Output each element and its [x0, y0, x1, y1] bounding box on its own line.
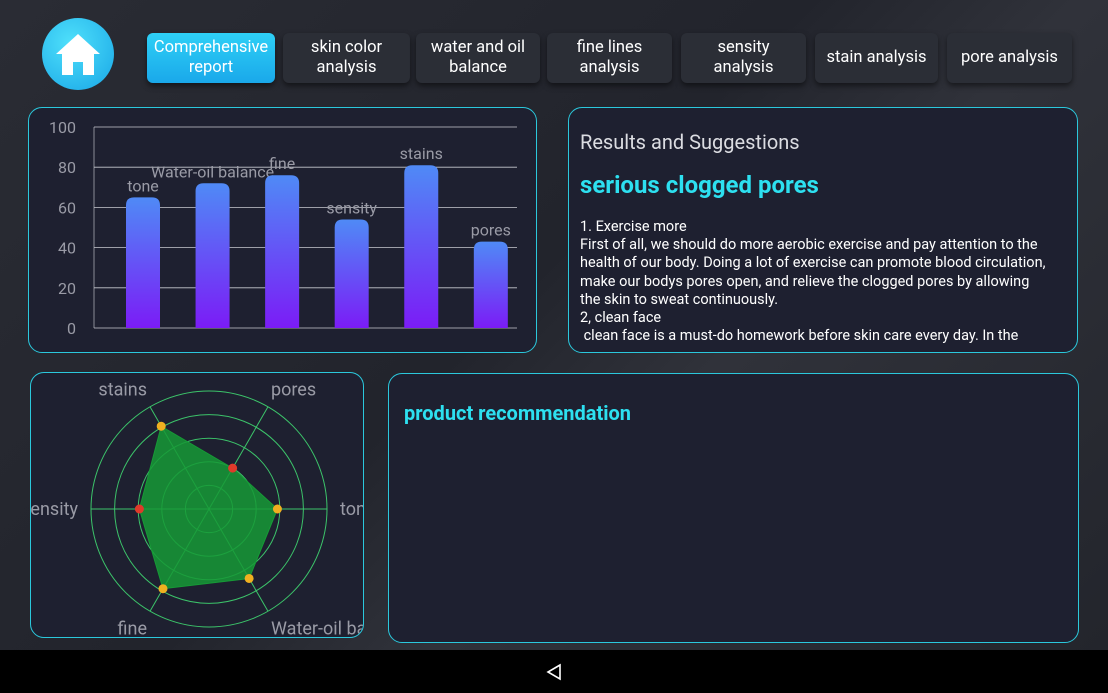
back-button[interactable] [545, 663, 563, 681]
bar [404, 165, 439, 328]
radar-point [134, 504, 144, 514]
radar-area [138, 425, 279, 590]
bar-category-label: fine [269, 154, 295, 173]
bar [473, 241, 508, 328]
results-line: 2, clean face [580, 309, 662, 327]
y-tick-label: 0 [67, 319, 76, 338]
results-line: First of all, we should do more aerobic … [580, 236, 1038, 254]
nav-tab[interactable]: Comprehensive report [147, 33, 275, 83]
bar-chart-panel: 0 20 40 60 80 100 tone Water-oil balance fine sen… [28, 107, 537, 353]
nav-tab[interactable]: fine lines analysis [547, 33, 672, 83]
results-line: the skin to sweat continuously. [580, 290, 779, 308]
radar-axis-label: tone [340, 499, 364, 520]
system-nav-bar [0, 650, 1108, 693]
home-icon [56, 34, 100, 75]
products-panel: product recommendation [388, 373, 1079, 643]
results-line: make our bodys pores open, and relieve t… [580, 272, 1030, 290]
results-line: 1. Exercise more [580, 218, 687, 235]
radar-axis-label: stains [98, 379, 147, 400]
bar [126, 197, 160, 328]
y-tick-label: 20 [58, 279, 76, 298]
nav-tab[interactable]: water and oil balance [416, 33, 540, 83]
results-headline: serious clogged pores [580, 171, 819, 199]
radar-axis-label: pores [271, 379, 316, 400]
bar-category-label: tone [127, 176, 159, 195]
products-title: product recommendation [404, 401, 632, 425]
bar [195, 183, 230, 328]
nav-tab[interactable]: skin color analysis [283, 33, 410, 83]
y-tick-label: 60 [58, 198, 76, 217]
radar-axis-label: fine [118, 619, 147, 638]
results-line: health of our body. Doing a lot of exerc… [580, 254, 1046, 272]
bar-category-label: Water-oil balance [151, 162, 274, 181]
nav-tab[interactable]: sensity analysis [681, 33, 806, 83]
radar-axis-label: sensity [31, 499, 78, 520]
radar-chart: tone Water-oil balance fine sensity stains po… [31, 379, 364, 638]
y-tick-label: 100 [49, 118, 76, 137]
results-title: Results and Suggestions [580, 130, 800, 154]
radar-point [228, 463, 238, 473]
radar-point [158, 584, 168, 594]
home-button[interactable] [42, 18, 114, 90]
bar [265, 175, 300, 328]
bar-category-label: sensity [326, 198, 377, 217]
results-line: clean face is a must-do homework before … [580, 327, 1019, 345]
radar-point [244, 573, 254, 583]
radar-axis-label: Water-oil balance [271, 619, 364, 638]
results-body: 1. Exercise more First of all, we should … [580, 218, 1077, 345]
radar-chart-panel: tone Water-oil balance fine sensity stains po… [30, 372, 364, 638]
nav-tab[interactable]: pore analysis [947, 33, 1072, 83]
radar-point [156, 421, 166, 431]
bar [334, 219, 369, 328]
bar-category-label: pores [471, 221, 511, 240]
y-tick-label: 80 [58, 158, 76, 177]
nav-tab[interactable]: stain analysis [815, 33, 938, 83]
y-tick-label: 40 [58, 239, 76, 258]
bar-category-label: stains [400, 144, 443, 163]
radar-point [272, 504, 282, 514]
results-panel: Results and Suggestions serious clogged … [568, 107, 1078, 353]
